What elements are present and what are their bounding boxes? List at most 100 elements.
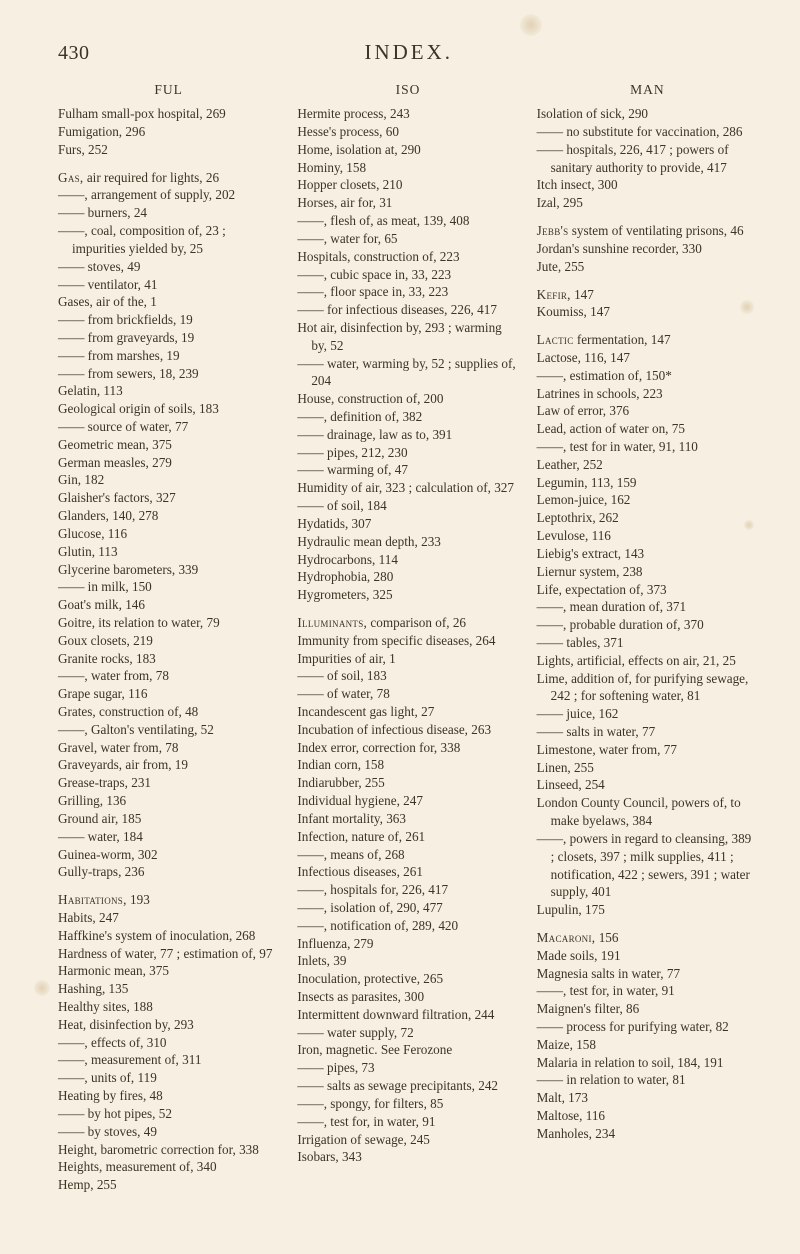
index-entry: Guinea-worm, 302	[58, 846, 279, 864]
index-entry: ——, spongy, for filters, 85	[297, 1095, 518, 1113]
index-entry: ——, probable duration of, 370	[537, 616, 758, 634]
index-entry: Geometric mean, 375	[58, 436, 279, 454]
index-entry: —— from graveyards, 19	[58, 329, 279, 347]
index-entry-headword: Kefir,	[537, 287, 571, 302]
index-entry: —— by stoves, 49	[58, 1123, 279, 1141]
index-entry: —— salts in water, 77	[537, 723, 758, 741]
section-gap	[58, 881, 279, 891]
index-entry: Macaroni, 156	[537, 929, 758, 947]
index-entry: Hardness of water, 77 ; estimation of, 9…	[58, 945, 279, 963]
index-entry-headword: Lactic	[537, 332, 574, 347]
index-entry: Habits, 247	[58, 909, 279, 927]
index-entry: ——, floor space in, 33, 223	[297, 283, 518, 301]
index-entry: —— by hot pipes, 52	[58, 1105, 279, 1123]
index-entry: ——, coal, composition of, 23 ; impuritie…	[58, 222, 279, 258]
index-entry: Heating by fires, 48	[58, 1087, 279, 1105]
index-entry: ——, test for, in water, 91	[537, 982, 758, 1000]
index-entry: Geological origin of soils, 183	[58, 400, 279, 418]
index-entry: Gravel, water from, 78	[58, 739, 279, 757]
index-entry: Glycerine barometers, 339	[58, 561, 279, 579]
index-entry: Intermittent downward filtration, 244	[297, 1006, 518, 1024]
index-entry: Illuminants, comparison of, 26	[297, 614, 518, 632]
index-entry: Made soils, 191	[537, 947, 758, 965]
index-entry: ——, powers in regard to cleansing, 389 ;…	[537, 830, 758, 901]
index-entry: Glutin, 113	[58, 543, 279, 561]
index-entry: Furs, 252	[58, 141, 279, 159]
section-gap	[297, 604, 518, 614]
column-header: FUL	[58, 81, 279, 99]
section-gap	[537, 276, 758, 286]
index-entry: Hesse's process, 60	[297, 123, 518, 141]
index-entry: Maize, 158	[537, 1036, 758, 1054]
index-entry: Irrigation of sewage, 245	[297, 1131, 518, 1149]
index-entry: ——, mean duration of, 371	[537, 598, 758, 616]
index-entry: —— tables, 371	[537, 634, 758, 652]
section-gap	[537, 212, 758, 222]
index-entry: Hemp, 255	[58, 1176, 279, 1194]
index-entry: Fulham small-pox hospital, 269	[58, 105, 279, 123]
index-entry: —— juice, 162	[537, 705, 758, 723]
index-entry: Insects as parasites, 300	[297, 988, 518, 1006]
index-entry: Iron, magnetic. See Ferozone	[297, 1041, 518, 1059]
index-entry: —— in milk, 150	[58, 578, 279, 596]
index-entry-headword: Macaroni,	[537, 930, 596, 945]
section-gap	[537, 919, 758, 929]
index-entry: —— drainage, law as to, 391	[297, 426, 518, 444]
index-entry: Glanders, 140, 278	[58, 507, 279, 525]
index-entry: German measles, 279	[58, 454, 279, 472]
index-entry: London County Council, powers of, to mak…	[537, 794, 758, 830]
index-entry: Grape sugar, 116	[58, 685, 279, 703]
index-entry: Lactose, 116, 147	[537, 349, 758, 367]
index-entry: —— water supply, 72	[297, 1024, 518, 1042]
index-entry: Grates, construction of, 48	[58, 703, 279, 721]
index-entry: —— hospitals, 226, 417 ; powers of sanit…	[537, 141, 758, 177]
index-entry: Glaisher's factors, 327	[58, 489, 279, 507]
index-entry: Leather, 252	[537, 456, 758, 474]
index-entry: —— burners, 24	[58, 204, 279, 222]
index-entry: Life, expectation of, 373	[537, 581, 758, 599]
index-entry: Incandescent gas light, 27	[297, 703, 518, 721]
index-entry-headword: Jebb's	[537, 223, 569, 238]
index-entry: Haffkine's system of inoculation, 268	[58, 927, 279, 945]
index-entry: Isobars, 343	[297, 1148, 518, 1166]
index-entry: ——, water for, 65	[297, 230, 518, 248]
index-entry: Index error, correction for, 338	[297, 739, 518, 757]
index-entry: Lactic fermentation, 147	[537, 331, 758, 349]
index-entry: —— no substitute for vaccination, 286	[537, 123, 758, 141]
index-entry: ——, measurement of, 311	[58, 1051, 279, 1069]
page-title: INDEX.	[60, 40, 759, 65]
index-column-1: FULFulham small-pox hospital, 269Fumigat…	[58, 81, 279, 1194]
index-entry: —— water, warming by, 52 ; supplies of, …	[297, 355, 518, 391]
index-entry: Isolation of sick, 290	[537, 105, 758, 123]
index-entry: Hashing, 135	[58, 980, 279, 998]
index-entry: —— pipes, 212, 230	[297, 444, 518, 462]
index-entry: Indiarubber, 255	[297, 774, 518, 792]
index-entry: Goitre, its relation to water, 79	[58, 614, 279, 632]
index-entry: Liebig's extract, 143	[537, 545, 758, 563]
index-entry: Habitations, 193	[58, 891, 279, 909]
index-entry: Maignen's filter, 86	[537, 1000, 758, 1018]
index-entry: Granite rocks, 183	[58, 650, 279, 668]
index-entry-headword: Gas,	[58, 170, 84, 185]
index-entry: Limestone, water from, 77	[537, 741, 758, 759]
index-entry: ——, notification of, 289, 420	[297, 917, 518, 935]
index-entry: Graveyards, air from, 19	[58, 756, 279, 774]
index-entry: Goux closets, 219	[58, 632, 279, 650]
index-entry: Manholes, 234	[537, 1125, 758, 1143]
index-entry: —— from sewers, 18, 239	[58, 365, 279, 383]
index-entry: Gelatin, 113	[58, 382, 279, 400]
index-entry: Healthy sites, 188	[58, 998, 279, 1016]
index-entry: Koumiss, 147	[537, 303, 758, 321]
section-gap	[58, 159, 279, 169]
index-entry: Heights, measurement of, 340	[58, 1158, 279, 1176]
index-entry: Kefir, 147	[537, 286, 758, 304]
index-entry: ——, arrangement of supply, 202	[58, 186, 279, 204]
index-entry: Grease-traps, 231	[58, 774, 279, 792]
index-entry: —— of water, 78	[297, 685, 518, 703]
index-entry: —— salts as sewage precipitants, 242	[297, 1077, 518, 1095]
index-entry: —— of soil, 183	[297, 667, 518, 685]
index-entry: Infection, nature of, 261	[297, 828, 518, 846]
index-entry: Jordan's sunshine recorder, 330	[537, 240, 758, 258]
index-entry: Levulose, 116	[537, 527, 758, 545]
index-entry: Indian corn, 158	[297, 756, 518, 774]
